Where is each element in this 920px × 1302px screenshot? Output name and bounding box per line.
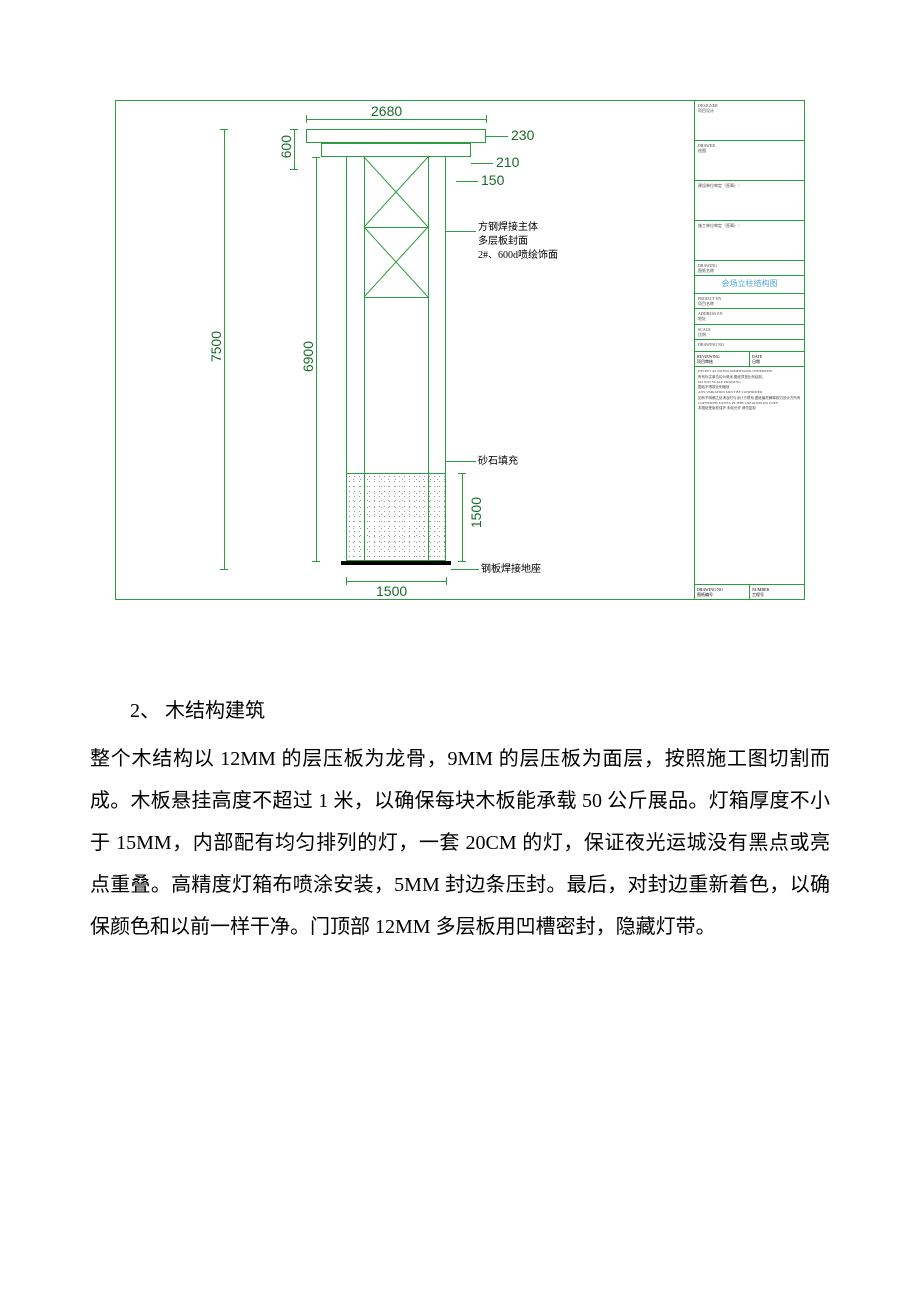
dim-6900: 6900 xyxy=(300,341,316,372)
dim-230: 230 xyxy=(511,127,534,143)
annotation-body: 方钢焊接主体 多层板封面 2#、600d喷绘饰面 xyxy=(478,221,558,263)
title-block: DESIGNER 项目设计 DRAWER 绘图 建设单位审定（签章）： 施工单位… xyxy=(694,101,804,599)
drawing-title: 会场立柱结构图 xyxy=(695,276,804,293)
cap-second-plate xyxy=(321,143,471,157)
base-plate xyxy=(341,561,451,565)
body-text: 2、 木结构建筑 整个木结构以 12MM 的层压板为龙骨，9MM 的层压板为面层… xyxy=(50,690,870,948)
drawing-canvas: 2680 230 600 210 150 xyxy=(116,101,694,599)
dim-1500h: 1500 xyxy=(376,583,407,599)
section-heading: 2、 木结构建筑 xyxy=(90,690,830,732)
section-paragraph: 整个木结构以 12MM 的层压板为龙骨，9MM 的层压板为面层，按照施工图切割而… xyxy=(90,738,830,948)
dim-2680: 2680 xyxy=(371,103,402,119)
dim-210: 210 xyxy=(496,154,519,170)
engineering-drawing: 2680 230 600 210 150 xyxy=(115,100,805,600)
dim-600: 600 xyxy=(278,135,294,158)
dim-150: 150 xyxy=(481,172,504,188)
gravel-fill xyxy=(346,473,446,561)
annotation-fill: 砂石填充 xyxy=(478,455,518,469)
dim-line-top xyxy=(306,119,486,120)
dim-7500: 7500 xyxy=(208,331,224,362)
dim-1500v: 1500 xyxy=(468,497,484,528)
annotation-base: 钢板焊接地座 xyxy=(481,563,541,577)
cap-top-plate xyxy=(306,129,486,143)
